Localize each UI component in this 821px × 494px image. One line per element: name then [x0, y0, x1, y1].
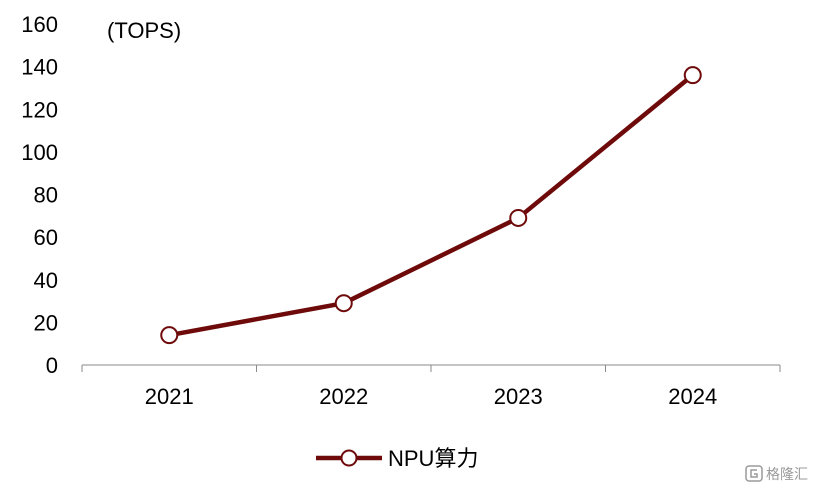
y-tick-label: 0	[46, 353, 58, 378]
x-tick-label: 2021	[145, 384, 194, 409]
legend-marker-swatch	[340, 449, 358, 467]
data-point	[509, 208, 528, 227]
x-axis-ticks	[81, 365, 781, 372]
x-tick-label: 2024	[668, 384, 717, 409]
glh-logo-icon	[745, 465, 763, 482]
y-tick-label: 100	[21, 140, 58, 165]
x-axis-labels: 2021 2022 2023 2024	[145, 384, 717, 409]
legend-label: NPU算力	[388, 446, 478, 471]
x-tick-label: 2023	[494, 384, 543, 409]
data-point	[160, 326, 179, 345]
data-point	[683, 66, 702, 85]
y-tick-label: 140	[21, 55, 58, 80]
x-tick-label: 2022	[319, 384, 368, 409]
y-axis-ticks: 0 20 40 60 80 100 120 140 160	[21, 12, 58, 378]
watermark: 格隆汇	[745, 465, 808, 482]
y-tick-label: 40	[34, 268, 58, 293]
series-line-npu	[167, 72, 695, 338]
y-tick-label: 20	[34, 310, 58, 335]
y-tick-label: 120	[21, 97, 58, 122]
data-point	[334, 294, 353, 313]
y-tick-label: 80	[34, 183, 58, 208]
y-tick-label: 160	[21, 12, 58, 37]
watermark-text: 格隆汇	[766, 466, 808, 482]
series-markers	[160, 66, 702, 345]
y-tick-label: 60	[34, 225, 58, 250]
y-unit-label: (TOPS)	[107, 18, 181, 43]
legend: NPU算力	[316, 446, 478, 471]
